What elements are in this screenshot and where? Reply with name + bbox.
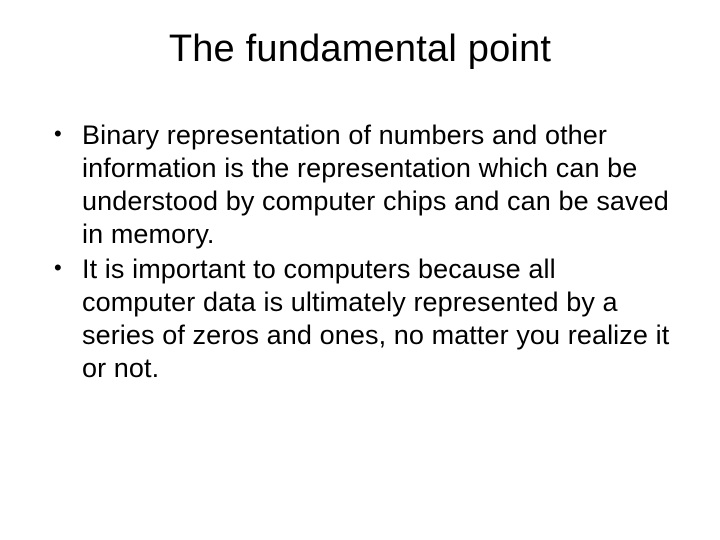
list-item: Binary representation of numbers and oth… [48, 119, 672, 251]
slide-title: The fundamental point [40, 28, 680, 71]
bullet-list: Binary representation of numbers and oth… [40, 119, 680, 385]
slide: The fundamental point Binary representat… [0, 0, 720, 540]
list-item: It is important to computers because all… [48, 253, 672, 385]
